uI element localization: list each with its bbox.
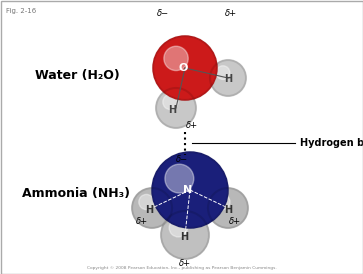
Circle shape (161, 211, 209, 259)
Text: Copyright © 2008 Pearson Education, Inc., publishing as Pearson Benjamin Cumming: Copyright © 2008 Pearson Education, Inc.… (87, 266, 276, 270)
Text: O: O (178, 63, 188, 73)
Text: δ−: δ− (157, 10, 169, 19)
Text: δ+: δ+ (186, 121, 198, 130)
Circle shape (165, 164, 194, 193)
Circle shape (216, 66, 230, 79)
Circle shape (215, 194, 230, 210)
Text: H: H (224, 205, 232, 215)
Text: H: H (224, 74, 232, 84)
Circle shape (152, 152, 228, 228)
Text: Fig. 2-16: Fig. 2-16 (6, 8, 36, 14)
Circle shape (169, 219, 187, 237)
Circle shape (163, 95, 178, 110)
Text: δ+: δ+ (225, 10, 237, 19)
Text: Water (H₂O): Water (H₂O) (35, 68, 120, 81)
Circle shape (208, 188, 248, 228)
Text: δ+: δ+ (136, 218, 148, 227)
Text: H: H (145, 205, 153, 215)
Circle shape (153, 36, 217, 100)
Circle shape (164, 46, 188, 71)
Circle shape (210, 60, 246, 96)
Text: δ+: δ+ (229, 218, 241, 227)
Circle shape (132, 188, 172, 228)
Text: H: H (180, 232, 188, 242)
Text: N: N (183, 185, 193, 195)
Text: H: H (168, 105, 176, 115)
Text: Hydrogen bond: Hydrogen bond (300, 138, 363, 148)
Text: δ+: δ+ (179, 258, 191, 267)
Text: δ−: δ− (176, 156, 188, 164)
Circle shape (156, 88, 196, 128)
Circle shape (139, 194, 154, 210)
Text: Ammonia (NH₃): Ammonia (NH₃) (22, 187, 130, 199)
